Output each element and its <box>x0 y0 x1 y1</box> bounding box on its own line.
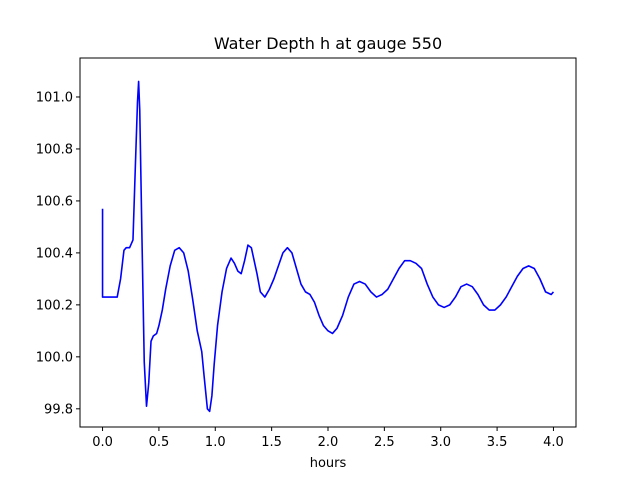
x-tick-label: 0.0 <box>92 435 113 450</box>
x-tick-label: 0.5 <box>149 435 170 450</box>
y-axis: 99.8 100.0 100.2 100.4 100.6 100.8 101.0 <box>36 90 80 417</box>
x-tick-label: 3.5 <box>487 435 508 450</box>
y-tick-label: 99.8 <box>44 402 73 417</box>
y-tick-label: 100.6 <box>36 194 73 209</box>
y-tick-label: 100.2 <box>36 298 73 313</box>
x-tick-label: 4.0 <box>543 435 564 450</box>
x-tick-label: 1.0 <box>205 435 226 450</box>
series-line-0 <box>101 80 555 413</box>
x-tick-label: 3.0 <box>430 435 451 450</box>
y-tick-label: 101.0 <box>36 90 73 105</box>
x-tick-label: 2.5 <box>374 435 395 450</box>
y-tick-label: 100.0 <box>36 350 73 365</box>
y-tick-label: 100.8 <box>36 142 73 157</box>
x-tick-label: 1.5 <box>261 435 282 450</box>
y-tick-label: 100.4 <box>36 246 73 261</box>
x-tick-label: 2.0 <box>318 435 339 450</box>
x-axis-label: hours <box>310 456 347 471</box>
chart-title: Water Depth h at gauge 550 <box>214 34 442 53</box>
plot-area <box>101 80 555 413</box>
x-axis: 0.0 0.5 1.0 1.5 2.0 2.5 3.0 3.5 4.0 <box>92 427 564 450</box>
